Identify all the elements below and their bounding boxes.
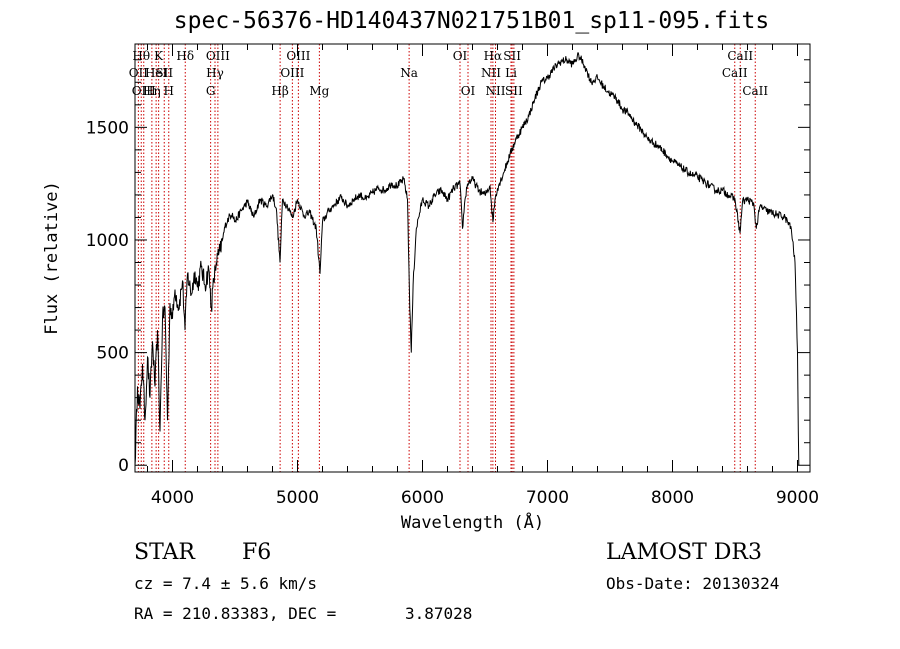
x-tick-label: 5000 <box>276 488 319 508</box>
line-marker-label: SII <box>155 66 173 80</box>
x-tick-label: 9000 <box>776 488 819 508</box>
line-marker-label: K <box>154 49 164 63</box>
line-marker-label: OIII <box>280 66 304 80</box>
line-marker-label: OI <box>461 84 476 98</box>
obs-date: Obs-Date: 20130324 <box>606 574 780 593</box>
axis-ticks-group: 4000 5000 6000 7000 8000 9000 0 500 1000 1500 <box>86 44 819 508</box>
dec-value: 3.87028 <box>405 604 473 623</box>
x-axis-title: Wavelength (Å) <box>401 511 544 533</box>
line-marker-label: HeI <box>145 66 168 80</box>
spectrum-line-0 <box>134 52 800 466</box>
ra-dec: RA = 210.83383, DEC = <box>134 604 337 623</box>
y-tick-label: 1500 <box>86 118 129 138</box>
survey-name: LAMOST DR3 <box>606 540 762 565</box>
line-label-group: OIIHθOIIIHηHeIKSIIHHδGHγOIIIHβOIIIOIIIMg… <box>129 49 769 98</box>
y-tick-label: 0 <box>118 456 129 476</box>
line-marker-label: OI <box>453 49 468 63</box>
line-marker-label: OIII <box>286 49 310 63</box>
x-tick-label: 6000 <box>401 488 444 508</box>
line-marker-label: Hα <box>484 49 503 63</box>
line-marker-label: CaII <box>722 66 748 80</box>
line-marker-label: H <box>164 84 174 98</box>
line-marker-label: Li <box>505 66 517 80</box>
line-marker-label: NII <box>481 66 501 80</box>
line-marker-label: OIII <box>206 49 230 63</box>
y-axis-title: Flux (relative) <box>42 181 62 335</box>
cz-value: cz = 7.4 ± 5.6 km/s <box>134 574 318 593</box>
line-marker-label: Hη <box>143 84 161 98</box>
line-marker-label: Mg <box>309 84 329 98</box>
line-marker-label: G <box>206 84 216 98</box>
x-tick-label: 4000 <box>151 488 194 508</box>
x-tick-label: 7000 <box>526 488 569 508</box>
object-class: STAR <box>134 540 195 565</box>
line-marker-label: SII <box>505 84 523 98</box>
line-marker-label: Na <box>400 66 418 80</box>
y-tick-label: 1000 <box>86 231 129 251</box>
line-marker-label: CaII <box>727 49 753 63</box>
line-marker-group <box>137 44 756 472</box>
line-marker-label: Hβ <box>271 84 288 98</box>
line-marker-label: OII <box>129 66 149 80</box>
line-marker-label: CaII <box>742 84 768 98</box>
spectrum-series-group <box>134 52 800 466</box>
y-tick-label: 500 <box>97 344 129 364</box>
plot-frame <box>134 43 811 473</box>
line-marker-label: OIII <box>132 84 156 98</box>
line-marker-label: Hθ <box>132 49 150 63</box>
line-marker-label: Hδ <box>176 49 194 63</box>
chart-title: spec-56376-HD140437N021751B01_sp11-095.f… <box>173 8 770 34</box>
subclass: F6 <box>242 540 272 565</box>
line-marker-label: NII <box>486 84 506 98</box>
line-marker-label: Hγ <box>206 66 224 80</box>
line-marker-label: SII <box>503 49 521 63</box>
x-tick-label: 8000 <box>651 488 694 508</box>
